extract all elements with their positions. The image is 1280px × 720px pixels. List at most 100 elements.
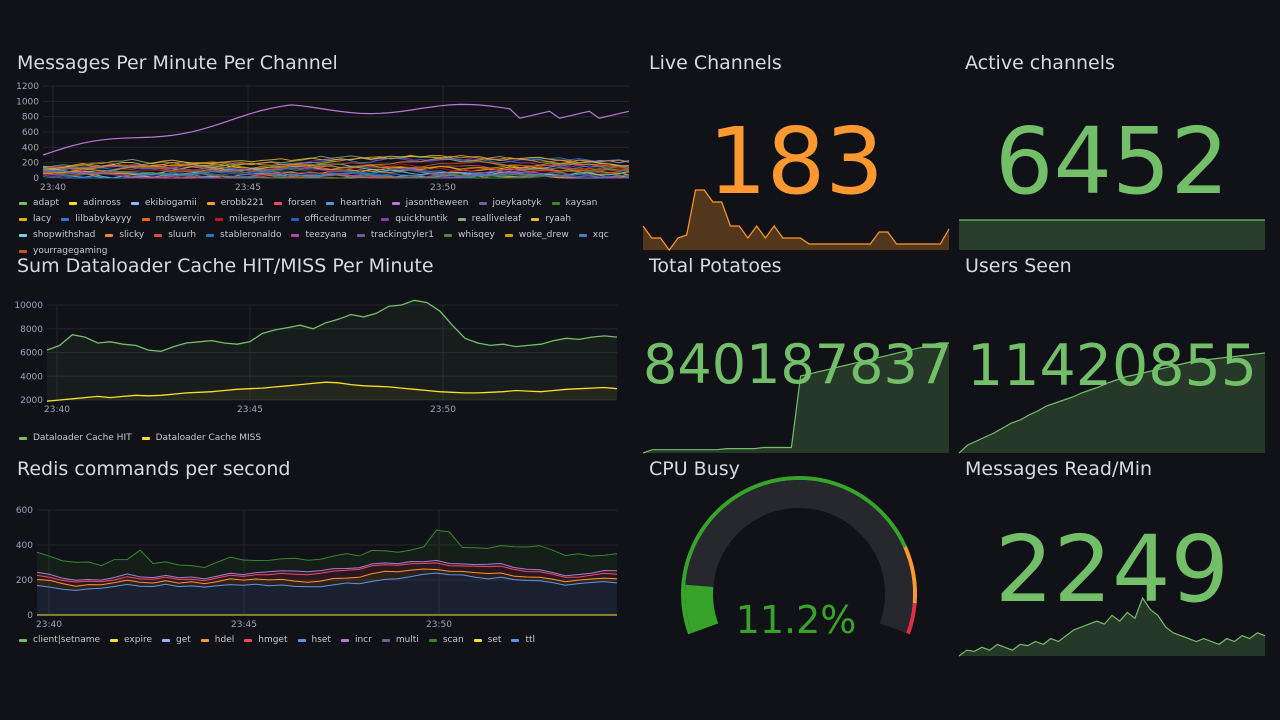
legend-item[interactable]: ttl	[511, 632, 535, 648]
legend-item[interactable]: whisqey	[444, 227, 495, 243]
series-area	[37, 562, 617, 587]
legend-label: client|setname	[33, 635, 101, 645]
panel-active-channels: Active channels 6452	[959, 52, 1265, 250]
x-tick-label: 23:45	[237, 405, 263, 415]
legend-item[interactable]: client|setname	[19, 632, 100, 648]
legend-item[interactable]: woke_drew	[504, 227, 569, 243]
legend-item[interactable]: realliveleaf	[457, 211, 521, 227]
legend-item[interactable]: scan	[428, 632, 464, 648]
legend-item[interactable]: adapt	[19, 195, 59, 211]
active-channels-sparkline	[959, 219, 1265, 250]
legend-item[interactable]: hset	[297, 632, 331, 648]
legend-swatch	[19, 638, 27, 642]
legend-item[interactable]: slicky	[105, 227, 144, 243]
y-tick-label: 1000	[16, 97, 39, 107]
series-line	[36, 562, 618, 583]
legend-item[interactable]: shopwithshad	[19, 227, 95, 243]
series-area	[37, 560, 617, 582]
legend-swatch	[290, 217, 299, 221]
legend-item[interactable]: hmget	[244, 632, 288, 648]
legend-item[interactable]: heartriah	[326, 195, 382, 211]
legend-item[interactable]: yourragegaming	[19, 243, 107, 259]
legend-item[interactable]: get	[162, 632, 191, 648]
legend-item[interactable]: xqc	[578, 227, 609, 243]
legend-item[interactable]: adinross	[69, 195, 121, 211]
legend-item[interactable]: stableronaldo	[206, 227, 281, 243]
panel-total-potatoes: Total Potatoes 840187837	[642, 255, 953, 454]
legend-item[interactable]: set	[473, 632, 502, 648]
legend-item[interactable]: milesperhrr	[214, 211, 281, 227]
legend-item[interactable]: lilbabykayyy	[61, 211, 132, 227]
total-potatoes-sparkline	[642, 342, 949, 454]
legend-label: set	[487, 635, 502, 645]
series-line	[36, 568, 618, 587]
series-area	[47, 382, 617, 402]
legend-swatch	[391, 201, 400, 205]
legend-label: ekibiogamii	[144, 198, 197, 208]
series-line	[42, 168, 630, 179]
legend-swatch	[457, 217, 466, 221]
legend-label: incr	[354, 635, 372, 645]
x-tick-label: 23:50	[426, 620, 452, 630]
legend-item[interactable]: mdswervin	[141, 211, 205, 227]
legend-swatch	[273, 201, 282, 205]
legend-swatch	[244, 638, 253, 642]
legend-label: expire	[124, 635, 152, 645]
x-tick-label: 23:40	[40, 183, 66, 193]
series-line	[42, 103, 630, 156]
y-tick-label: 800	[22, 113, 39, 123]
legend-item[interactable]: hdel	[200, 632, 234, 648]
legend-item[interactable]: jasontheween	[391, 195, 469, 211]
x-tick-label: 23:45	[235, 183, 261, 193]
redis-timeseries-chart[interactable]: 0 200 400 600 23:40 23:45 23:50	[16, 458, 629, 633]
legend-label: adinross	[83, 198, 121, 208]
legend-item[interactable]: Dataloader Cache MISS	[141, 430, 262, 446]
legend-item[interactable]: multi	[381, 632, 419, 648]
legend-item[interactable]: sluurh	[154, 227, 196, 243]
legend: Dataloader Cache HIT Dataloader Cache MIS…	[19, 430, 629, 446]
legend-item[interactable]: forsen	[273, 195, 316, 211]
total-potatoes-value: 840187837	[643, 333, 953, 396]
legend-item[interactable]: incr	[340, 632, 372, 648]
x-tick-label: 23:45	[231, 620, 257, 630]
panel-title: Live Channels	[649, 52, 782, 74]
series-line	[36, 572, 618, 591]
legend-item[interactable]: ekibiogamii	[130, 195, 197, 211]
legend-swatch	[381, 638, 390, 642]
legend-label: Dataloader Cache HIT	[33, 433, 132, 443]
legend-item[interactable]: joeykaotyk	[478, 195, 542, 211]
series-area	[37, 569, 617, 591]
panel-live-channels: Live Channels 183	[642, 52, 950, 252]
legend-label: Dataloader Cache MISS	[155, 433, 262, 443]
dataloader-timeseries-chart[interactable]: 2000 4000 6000 8000 10000 23:40 23:45 23:50	[14, 255, 629, 430]
legend-item[interactable]: lacy	[19, 211, 51, 227]
legend-item[interactable]: kaysan	[551, 195, 597, 211]
legend-swatch	[356, 233, 365, 237]
live-channels-sparkline	[642, 189, 950, 252]
messages-timeseries-chart[interactable]: 0 200 400 600 800 1000 1200 23:40 23:45 23:50	[16, 52, 630, 193]
legend-item[interactable]: teezyana	[291, 227, 347, 243]
sparkline-line	[642, 189, 950, 252]
panel-title: Redis commands per second	[17, 458, 291, 480]
legend-label: lilbabykayyy	[75, 214, 132, 224]
gauge-fill	[685, 584, 719, 633]
legend-label: shopwithshad	[33, 230, 96, 240]
legend-item[interactable]: expire	[110, 632, 152, 648]
x-tick-label: 23:40	[36, 620, 62, 630]
legend-swatch	[291, 233, 300, 237]
legend-swatch	[428, 638, 437, 642]
legend-item[interactable]: quickhuntik	[381, 211, 448, 227]
x-tick-label: 23:40	[44, 405, 70, 415]
legend-label: get	[176, 635, 191, 645]
panel-title: Total Potatoes	[649, 255, 782, 277]
legend-item[interactable]: officedrummer	[290, 211, 371, 227]
legend-item[interactable]: ryaah	[531, 211, 571, 227]
series-line	[42, 171, 629, 179]
legend-label: jasontheween	[405, 198, 469, 208]
legend-item[interactable]: Dataloader Cache HIT	[19, 430, 132, 446]
legend-swatch	[69, 201, 77, 205]
sparkline-area	[643, 343, 949, 453]
legend-item[interactable]: erobb221	[206, 195, 264, 211]
legend-item[interactable]: trackingtyler1	[356, 227, 434, 243]
legend-swatch	[551, 201, 560, 205]
